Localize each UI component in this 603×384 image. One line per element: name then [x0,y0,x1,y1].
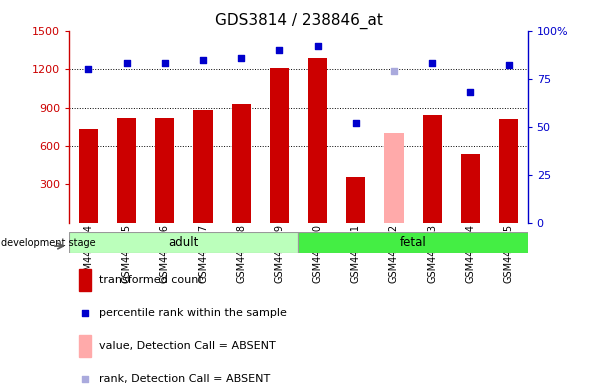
Text: rank, Detection Call = ABSENT: rank, Detection Call = ABSENT [99,374,270,384]
Point [198,56,208,63]
Point [274,47,284,53]
Bar [232,104,251,223]
Text: development stage: development stage [1,238,96,248]
Bar [385,133,403,223]
Title: GDS3814 / 238846_at: GDS3814 / 238846_at [215,13,382,29]
Point [428,60,437,66]
Point [313,43,323,49]
Bar [78,334,91,358]
Text: fetal: fetal [400,237,426,249]
Bar [499,119,518,223]
Bar [78,269,91,291]
Text: transformed count: transformed count [99,275,203,285]
Point [504,62,513,68]
Bar [79,129,98,223]
Bar [270,68,289,223]
Point [351,120,361,126]
Bar [423,115,441,223]
Point [466,89,475,95]
Point [122,60,131,66]
Text: value, Detection Call = ABSENT: value, Detection Call = ABSENT [99,341,276,351]
Bar [461,154,480,223]
Bar [117,118,136,223]
Bar [69,232,298,253]
Point [80,376,90,382]
Bar [346,177,365,223]
Point [84,66,93,72]
Bar [308,58,327,223]
Point [389,68,399,74]
Point [236,55,246,61]
Point [160,60,169,66]
Text: adult: adult [169,237,199,249]
Bar [194,110,212,223]
Bar [155,118,174,223]
Bar [298,232,528,253]
Point [80,310,90,316]
Text: percentile rank within the sample: percentile rank within the sample [99,308,287,318]
